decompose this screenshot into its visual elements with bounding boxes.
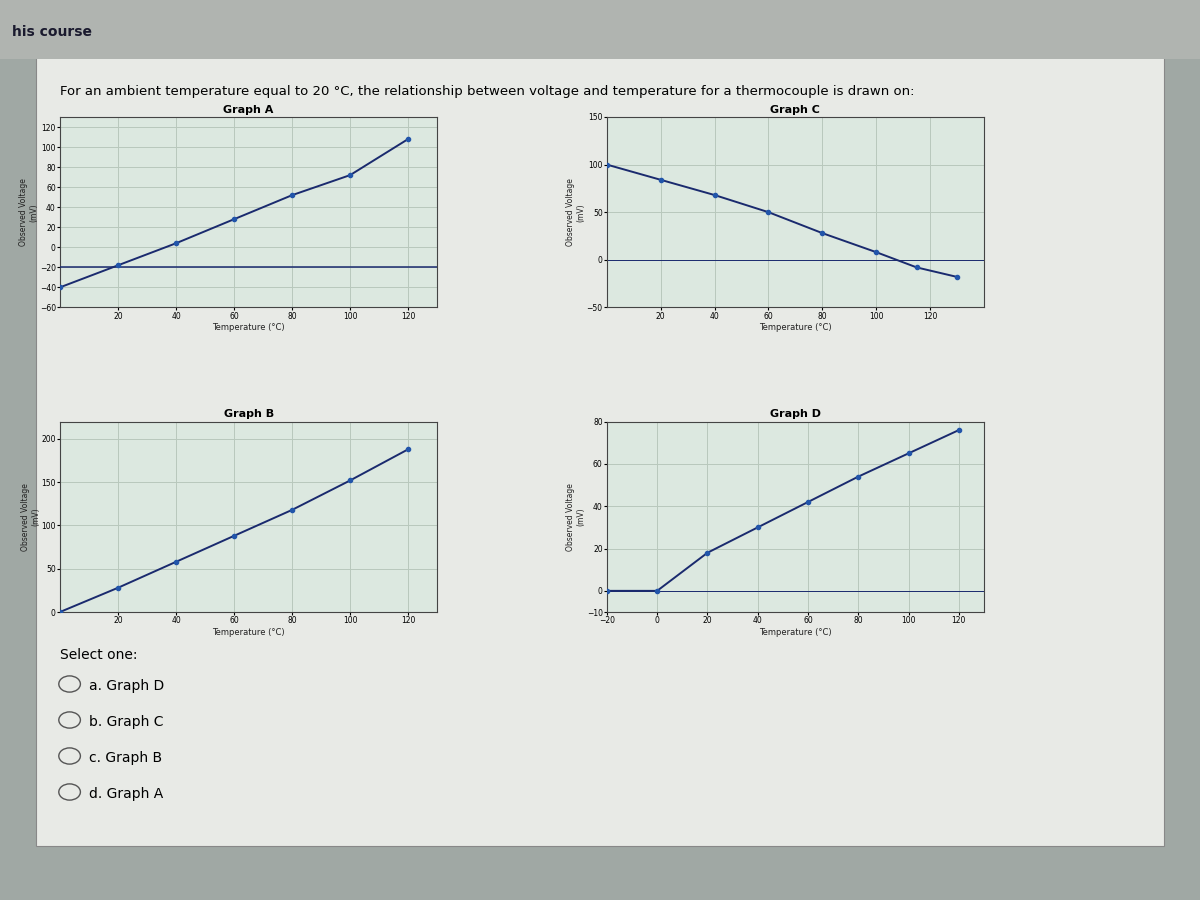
X-axis label: Temperature (°C): Temperature (°C): [760, 323, 832, 332]
FancyBboxPatch shape: [0, 0, 1200, 58]
X-axis label: Temperature (°C): Temperature (°C): [212, 628, 284, 637]
Text: Select one:: Select one:: [60, 648, 138, 662]
Text: For an ambient temperature equal to 20 °C, the relationship between voltage and : For an ambient temperature equal to 20 °…: [60, 86, 914, 98]
Title: Graph B: Graph B: [223, 410, 274, 419]
Y-axis label: Observed Voltage
(mV): Observed Voltage (mV): [565, 178, 586, 246]
Text: b. Graph C: b. Graph C: [89, 715, 163, 729]
Text: a. Graph D: a. Graph D: [89, 679, 164, 693]
Title: Graph D: Graph D: [770, 410, 821, 419]
Text: c. Graph B: c. Graph B: [89, 751, 162, 765]
Y-axis label: Observed Voltage
(mV): Observed Voltage (mV): [20, 483, 40, 551]
Title: Graph A: Graph A: [223, 104, 274, 115]
Text: d. Graph A: d. Graph A: [89, 787, 163, 801]
FancyBboxPatch shape: [36, 54, 1164, 846]
Y-axis label: Observed Voltage
(mV): Observed Voltage (mV): [566, 483, 586, 551]
X-axis label: Temperature (°C): Temperature (°C): [760, 628, 832, 637]
Text: his course: his course: [12, 24, 92, 39]
Y-axis label: Observed Voltage
(mV): Observed Voltage (mV): [19, 178, 38, 246]
Title: Graph C: Graph C: [770, 104, 821, 115]
X-axis label: Temperature (°C): Temperature (°C): [212, 323, 284, 332]
